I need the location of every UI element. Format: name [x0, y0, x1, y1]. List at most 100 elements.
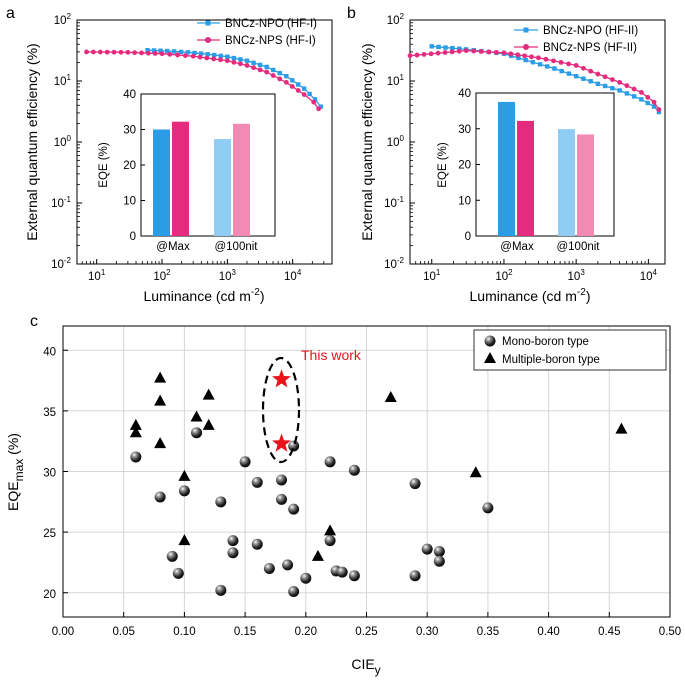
series-npo-marker [296, 82, 300, 86]
series-nps-marker [508, 51, 513, 56]
inset-y-tick-label: 20 [123, 160, 136, 172]
panel-c-x-title-sub: y [375, 663, 381, 677]
legend-npo-marker [524, 28, 529, 33]
mono-boron-point [482, 502, 493, 513]
x-tick-label-base: 10 [284, 271, 297, 283]
series-nps-marker [277, 77, 282, 82]
mono-boron-point [252, 539, 263, 550]
series-nps-marker [218, 57, 223, 62]
series-nps-marker [464, 48, 469, 53]
series-nps-marker [603, 74, 608, 79]
series-npo-marker [264, 65, 268, 69]
x-tick-label-sup: 3 [232, 268, 237, 277]
x-tick-label: 0.50 [659, 626, 681, 638]
y-tick-label-base: 10 [54, 15, 67, 27]
mono-boron-point [276, 494, 287, 505]
series-nps-marker [595, 72, 600, 77]
panel-b-y-axis-title: External quantum efficiency (%) [359, 43, 375, 240]
multiple-boron-point [203, 389, 215, 400]
series-nps-marker [112, 50, 117, 55]
series-nps-marker [302, 92, 307, 97]
series-nps-marker [581, 66, 586, 71]
x-tick-label: 101 [88, 268, 106, 283]
inset-y-tick-label: 0 [130, 231, 136, 243]
panel-c-y-title-main: EQE [5, 481, 21, 511]
y-tick-label: 101 [54, 73, 72, 88]
series-nps-marker [211, 57, 216, 62]
mono-boron-point [240, 456, 251, 467]
series-nps-marker [566, 62, 571, 67]
series-nps-marker [125, 50, 130, 55]
series-npo-marker [639, 97, 643, 101]
series-nps-marker [515, 52, 520, 57]
x-tick-label: 102 [153, 268, 171, 283]
y-tick-label-sup: 0 [67, 134, 72, 143]
panel-b-x-axis: 101 102 103 104 [410, 259, 658, 283]
series-nps-marker [84, 49, 89, 54]
panel-b-x-title-main: Luminance (cd m [470, 288, 577, 304]
series-npo-marker [245, 59, 249, 63]
inset-bar-nps-100nit [233, 124, 250, 236]
series-npo-marker [251, 61, 255, 65]
series-nps-marker [610, 77, 615, 82]
panel-b-inset-cat-max: @Max [500, 241, 534, 253]
y-tick-label-base: 10 [387, 76, 400, 88]
series-nps-marker [296, 88, 301, 93]
x-tick-label: 0.35 [477, 626, 499, 638]
panel-c-y-title-end: (%) [5, 433, 21, 459]
series-npo-marker [302, 86, 306, 90]
y-tick-label: 10-2 [51, 256, 71, 271]
mono-boron-point [173, 568, 184, 579]
panel-c-y-axis-title: EQEmax (%) [5, 433, 26, 511]
x-tick-label: 101 [423, 268, 441, 283]
x-tick-label: 103 [219, 268, 237, 283]
series-nps-marker [479, 49, 484, 54]
series-npo-marker [290, 78, 294, 82]
panel-c-points [130, 369, 628, 597]
series-nps-marker [271, 73, 276, 78]
multiple-boron-point [154, 437, 166, 448]
x-tick-label-sup: 2 [508, 268, 513, 277]
mono-boron-point [227, 535, 238, 546]
x-tick-label-sup: 1 [101, 268, 106, 277]
panel-c-x-title-main: CIE [351, 656, 374, 672]
y-tick-label: 40 [43, 346, 56, 358]
legend-nps-marker [205, 37, 211, 43]
series-nps-marker [551, 58, 556, 63]
series-nps-marker [175, 53, 180, 58]
x-tick-label: 0.30 [416, 626, 438, 638]
inset-y-tick-label: 20 [458, 160, 471, 172]
series-nps-marker [167, 52, 172, 57]
y-tick-label: 20 [43, 589, 56, 601]
panel-a-inset-y-title: EQE (%) [98, 142, 110, 188]
mono-boron-point [264, 563, 275, 574]
legend-multiple-boron-label: Multiple-boron type [502, 354, 600, 366]
multiple-boron-point [154, 372, 166, 383]
series-nps-marker [450, 49, 455, 54]
panel-label-a: a [6, 5, 15, 22]
mono-boron-point [410, 478, 421, 489]
series-nps-marker [191, 54, 196, 59]
series-npo-marker [225, 55, 229, 59]
multiple-boron-point [312, 550, 324, 561]
series-nps-marker [544, 57, 549, 62]
panel-label-b: b [347, 5, 356, 22]
series-npo-marker [172, 49, 176, 53]
legend-mono-boron-label: Mono-boron type [502, 336, 589, 348]
mono-boron-point [288, 586, 299, 597]
inset-y-tick-label: 30 [123, 125, 136, 137]
y-tick-label-sup: -2 [397, 256, 405, 265]
x-tick-label: 0.45 [598, 626, 620, 638]
mono-boron-point [434, 556, 445, 567]
multiple-boron-point [324, 524, 336, 535]
series-npo-marker [559, 69, 563, 73]
series-npo-marker [531, 60, 535, 64]
series-npo-marker [596, 82, 600, 86]
y-tick-label: 35 [43, 407, 56, 419]
y-tick-label-sup: 1 [400, 73, 405, 82]
inset-bar-nps-max [172, 122, 189, 236]
x-tick-label: 0.20 [295, 626, 317, 638]
y-tick-label-sup: 2 [67, 12, 72, 21]
series-nps-marker [160, 51, 165, 56]
